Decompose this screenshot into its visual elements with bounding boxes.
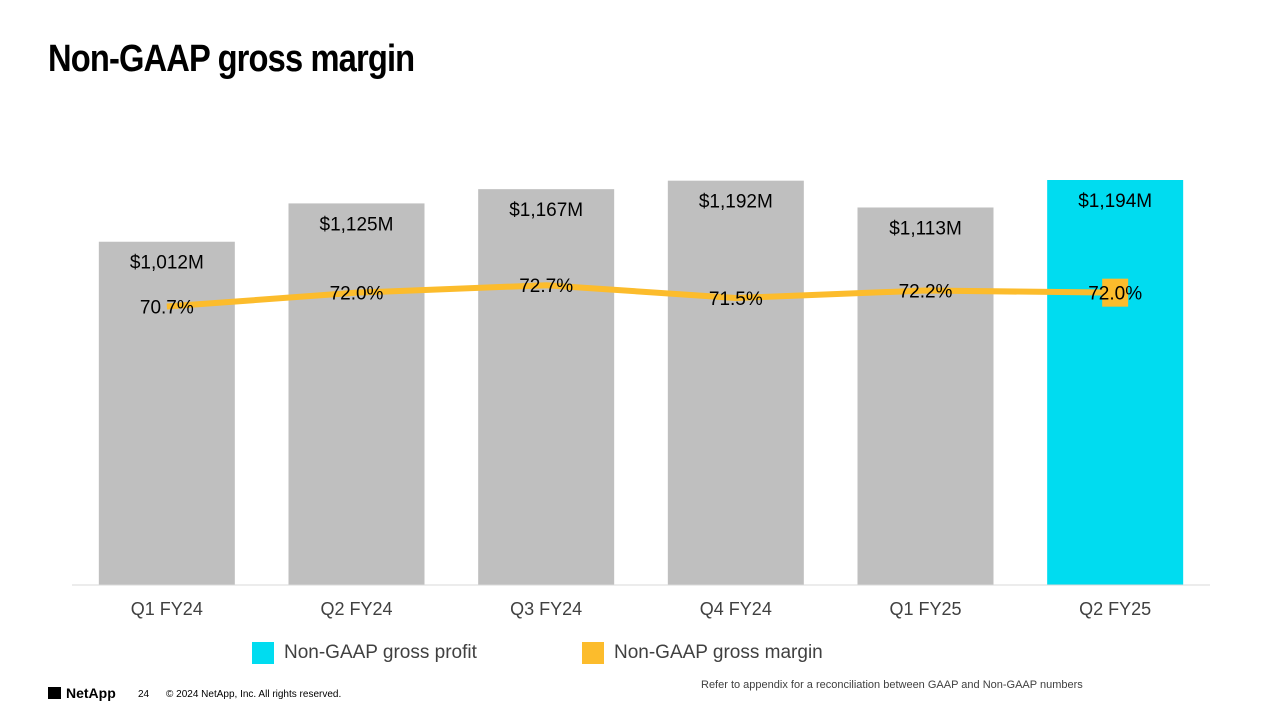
category-label-2: Q3 FY24 [510, 599, 582, 619]
bar-value-label-4: $1,113M [889, 218, 962, 239]
legend-swatch-margin [582, 642, 604, 664]
margin-value-label-2: 72.7% [519, 276, 573, 297]
bar-5 [1047, 180, 1184, 585]
bar-value-label-0: $1,012M [130, 253, 204, 274]
margin-value-label-4: 72.2% [899, 282, 953, 303]
bar-value-label-1: $1,125M [320, 214, 394, 235]
legend-swatch-profit [252, 642, 274, 664]
bar-4 [857, 207, 994, 586]
netapp-logo-icon [48, 687, 61, 699]
page-number: 24 [138, 689, 150, 700]
margin-value-label-1: 72.0% [330, 284, 384, 305]
category-label-1: Q2 FY24 [320, 599, 392, 619]
netapp-logo: NetApp [48, 685, 116, 701]
bar-value-label-5: $1,194M [1078, 191, 1152, 212]
margin-value-label-0: 70.7% [140, 298, 194, 319]
margin-value-label-5: 72.0% [1088, 284, 1142, 305]
category-label-0: Q1 FY24 [131, 599, 203, 619]
margin-marker-highlight [1102, 278, 1129, 307]
category-label-3: Q4 FY24 [700, 599, 772, 619]
legend-profit: Non-GAAP gross profit [252, 642, 477, 664]
bar-2 [478, 189, 615, 585]
bar-value-label-2: $1,167M [509, 200, 583, 221]
legend-label-profit: Non-GAAP gross profit [284, 642, 477, 663]
category-label-5: Q2 FY25 [1079, 599, 1151, 619]
category-label-4: Q1 FY25 [889, 599, 961, 619]
bar-0 [98, 241, 235, 585]
margin-value-label-3: 71.5% [709, 289, 763, 310]
bar-3 [667, 180, 804, 585]
page-title: Non-GAAP gross margin [48, 38, 415, 80]
legend-margin: Non-GAAP gross margin [582, 642, 823, 664]
bar-value-label-3: $1,192M [699, 192, 773, 213]
bar-1 [288, 203, 425, 585]
legend-label-margin: Non-GAAP gross margin [614, 642, 823, 663]
brand-name: NetApp [66, 685, 116, 701]
copyright-text: © 2024 NetApp, Inc. All rights reserved. [166, 689, 342, 700]
margin-line [166, 282, 1116, 310]
footnote: Refer to appendix for a reconciliation b… [701, 679, 1083, 691]
combo-chart: $1,012M Q1 FY24 $1,125M Q2 FY24 $1,167M Q3 FY… [72, 180, 1210, 619]
